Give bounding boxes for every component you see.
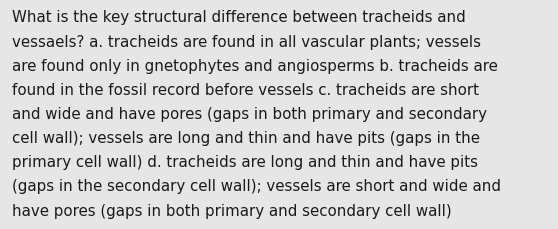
Text: have pores (gaps in both primary and secondary cell wall): have pores (gaps in both primary and sec… <box>12 203 452 218</box>
Text: found in the fossil record before vessels c. tracheids are short: found in the fossil record before vessel… <box>12 82 479 97</box>
Text: cell wall); vessels are long and thin and have pits (gaps in the: cell wall); vessels are long and thin an… <box>12 131 480 145</box>
Text: are found only in gnetophytes and angiosperms b. tracheids are: are found only in gnetophytes and angios… <box>12 58 498 73</box>
Text: and wide and have pores (gaps in both primary and secondary: and wide and have pores (gaps in both pr… <box>12 106 487 121</box>
Text: vessaels? a. tracheids are found in all vascular plants; vessels: vessaels? a. tracheids are found in all … <box>12 34 482 49</box>
Text: (gaps in the secondary cell wall); vessels are short and wide and: (gaps in the secondary cell wall); vesse… <box>12 179 501 194</box>
Text: What is the key structural difference between tracheids and: What is the key structural difference be… <box>12 10 466 25</box>
Text: primary cell wall) d. tracheids are long and thin and have pits: primary cell wall) d. tracheids are long… <box>12 155 478 169</box>
